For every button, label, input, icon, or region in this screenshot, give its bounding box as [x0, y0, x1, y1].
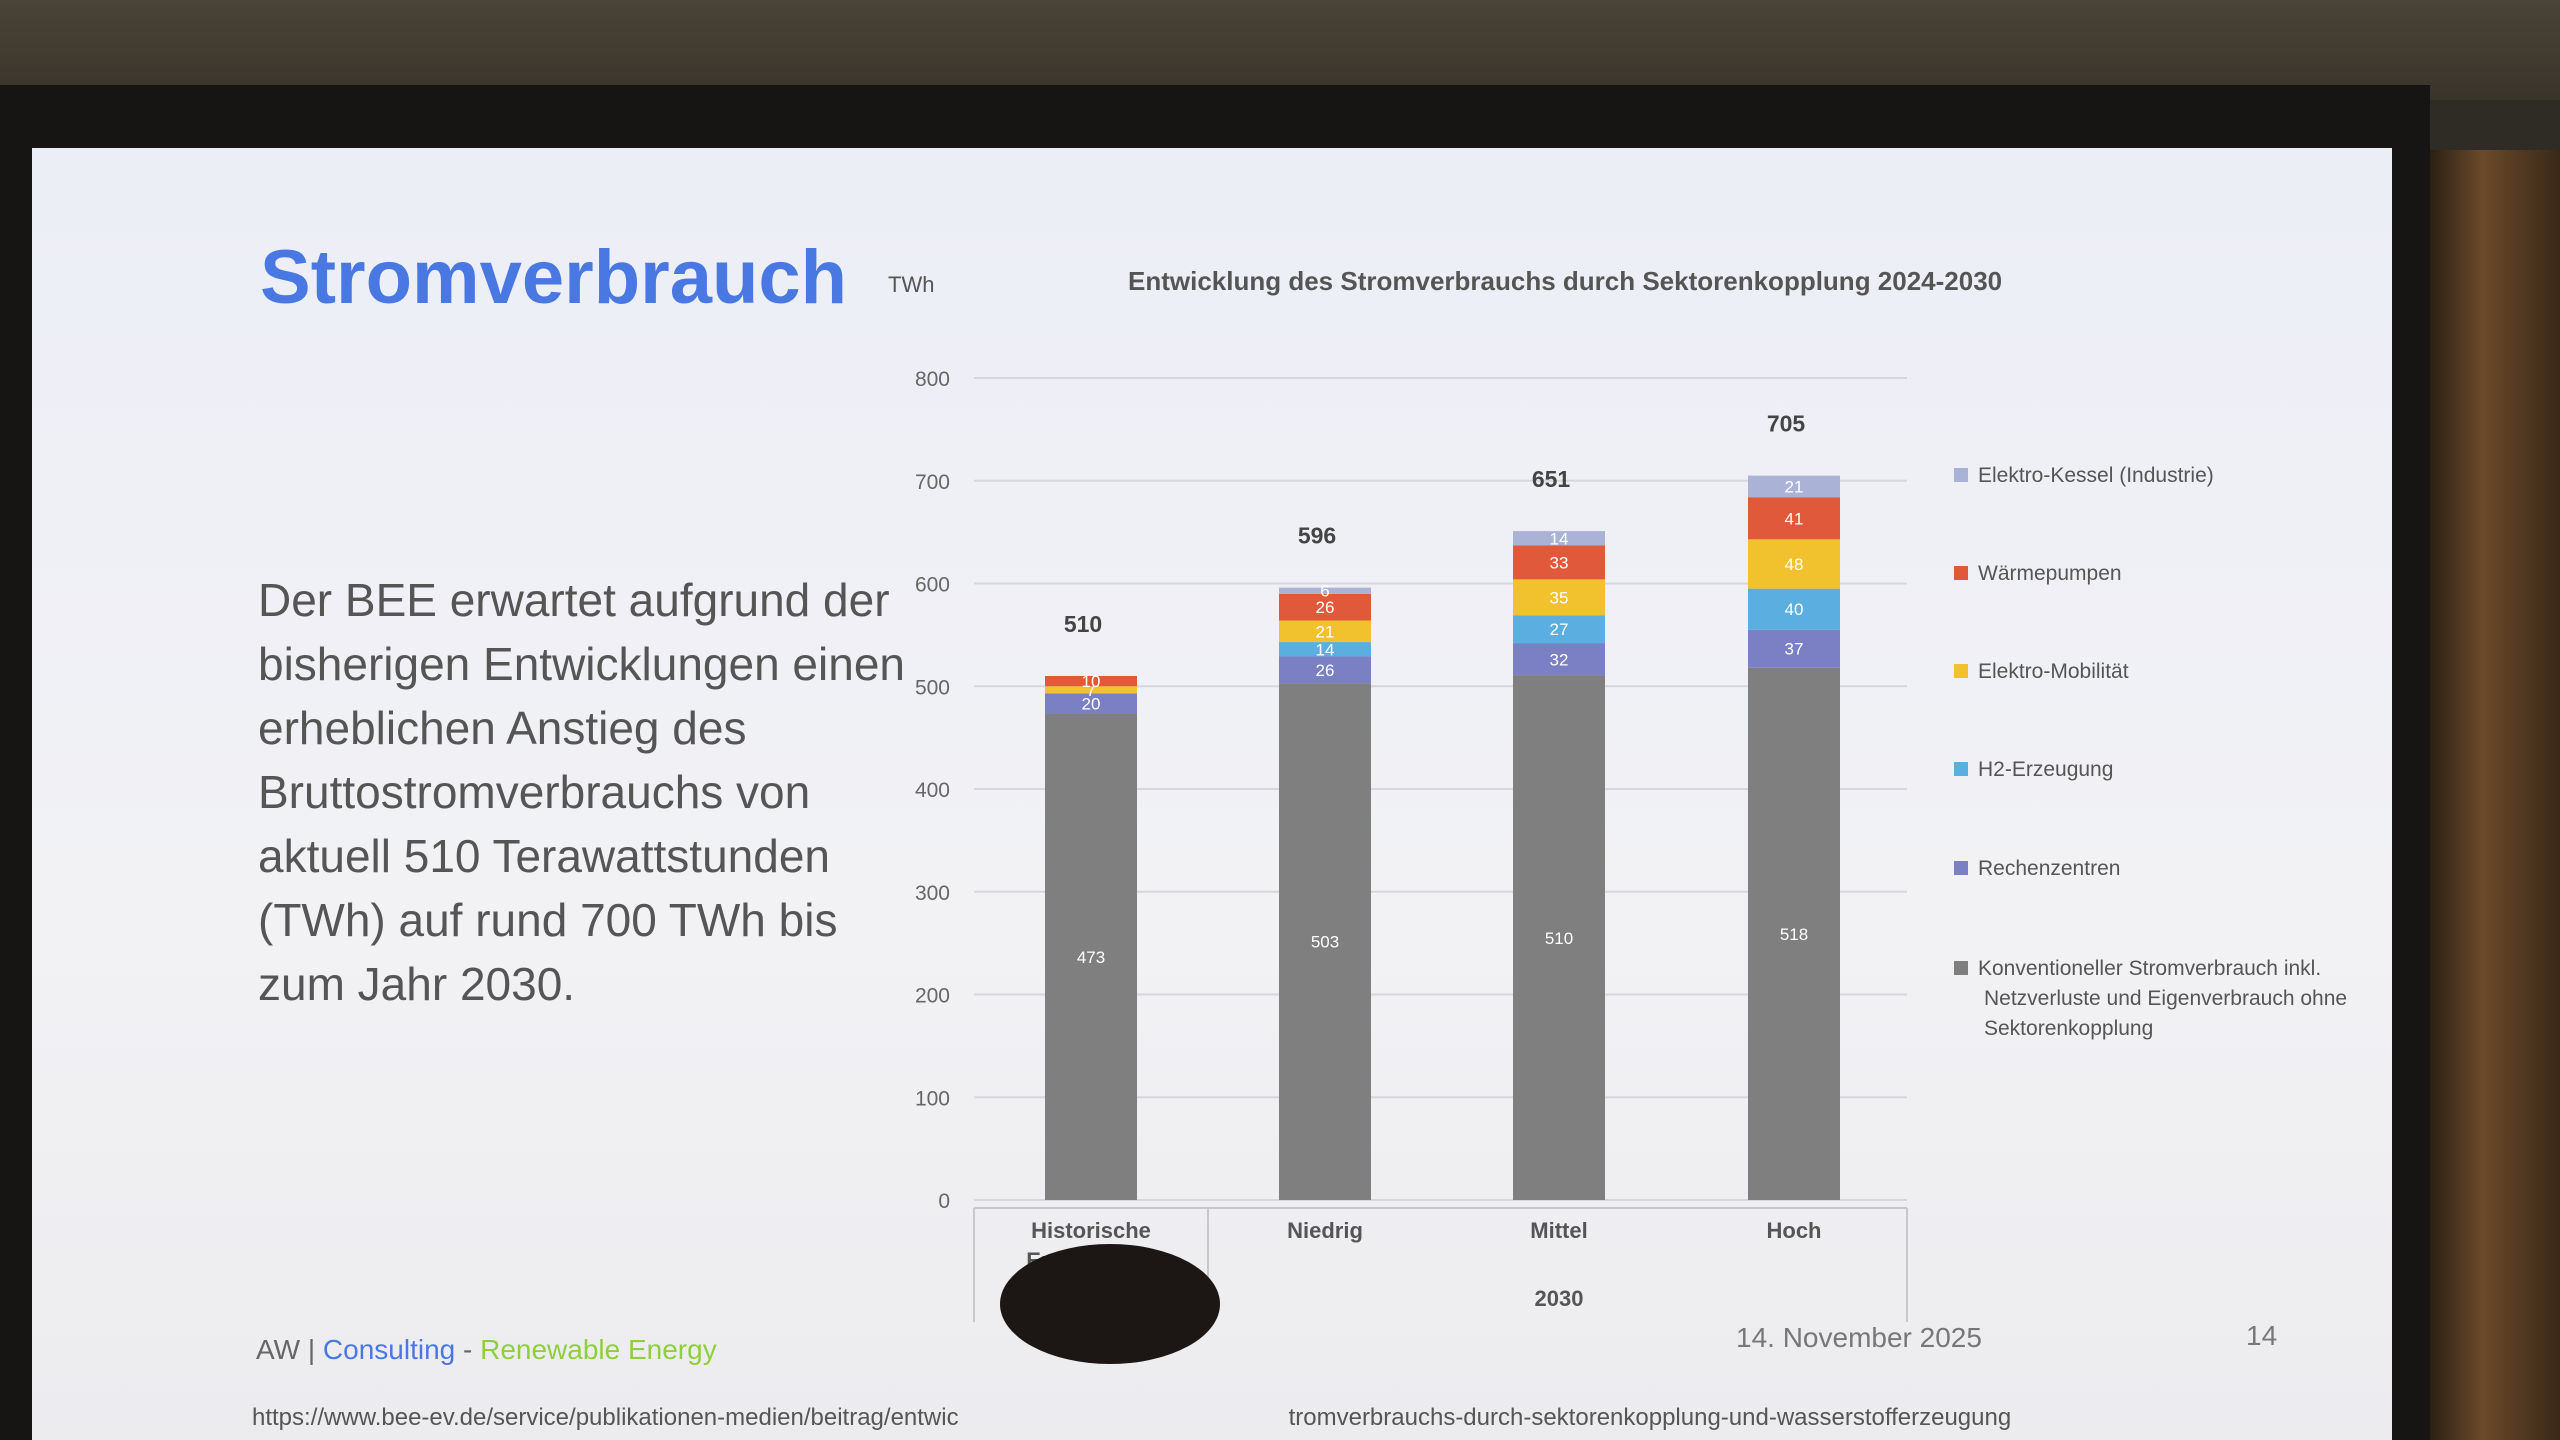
- segment-value-label: 7: [1086, 681, 1095, 700]
- bar-segment: [1748, 497, 1840, 540]
- legend-swatch: [1954, 961, 1968, 975]
- category-label: Niedrig: [1287, 1218, 1363, 1243]
- slide-body-text: Der BEE erwartet aufgrund der bisherigen…: [258, 574, 905, 1010]
- bar-segment: [1513, 579, 1605, 616]
- segment-value-label: 40: [1785, 600, 1804, 619]
- legend-label: Wärmepumpen: [1978, 562, 2122, 585]
- y-tick-label: 100: [915, 1087, 950, 1110]
- category-label: Mittel: [1530, 1218, 1587, 1243]
- footer-page-number: 14: [2246, 1320, 2278, 1351]
- room-wall: [0, 0, 2560, 100]
- chart-title: Entwicklung des Stromverbrauchs durch Se…: [1128, 266, 2003, 296]
- bar-segment: [1279, 620, 1371, 643]
- source-url: https://www.bee-ev.de/service/publikatio…: [252, 1404, 2011, 1432]
- y-tick-label: 700: [915, 471, 950, 494]
- bar-segment: [1045, 686, 1137, 694]
- legend-label: Konventioneller Stromverbrauch inkl.: [1978, 957, 2321, 980]
- presentation-slide: Stromverbrauch TWh Entwicklung des Strom…: [32, 148, 2392, 1440]
- bar-segment: [1513, 545, 1605, 580]
- segment-value-label: 10: [1082, 672, 1101, 691]
- segment-value-label: 6: [1320, 582, 1329, 601]
- bar-segment: [1045, 693, 1137, 714]
- legend-swatch: [1954, 468, 1968, 482]
- segment-value-label: 510: [1545, 929, 1573, 948]
- bar-segment: [1279, 642, 1371, 657]
- bar-segment: [1748, 667, 1840, 1200]
- bar-segment: [1279, 656, 1371, 684]
- bar-segment: [1513, 643, 1605, 676]
- bar-segment: [1279, 587, 1371, 594]
- bar-segment: [1513, 675, 1605, 1200]
- y-tick-label: 500: [915, 676, 950, 699]
- room-door: [2430, 150, 2560, 1440]
- bar-segment: [1748, 629, 1840, 668]
- y-tick-label: 0: [938, 1190, 950, 1213]
- source-url-end: tromverbrauchs-durch-sektorenkopplung-un…: [1288, 1404, 2012, 1431]
- bar-total-label: 705: [1767, 411, 1806, 437]
- bar-segment: [1045, 713, 1137, 1200]
- footer-brand-consulting: Consulting: [322, 1334, 456, 1365]
- category-label: Hoch: [1767, 1218, 1822, 1243]
- segment-value-label: 33: [1550, 553, 1569, 572]
- bar-segment: [1279, 683, 1371, 1200]
- segment-value-label: 26: [1316, 598, 1335, 617]
- group-label: 2030: [1535, 1286, 1584, 1311]
- legend-swatch: [1954, 566, 1968, 580]
- slide-title: Stromverbrauch: [260, 235, 848, 320]
- footer-brand: AW | Consulting - Renewable Energy: [256, 1334, 717, 1366]
- footer-brand-dash: -: [463, 1334, 473, 1365]
- bar-segment: [1279, 593, 1371, 621]
- segment-value-label: 21: [1785, 477, 1804, 496]
- bar-segment: [1513, 531, 1605, 546]
- y-tick-label: 300: [915, 882, 950, 905]
- segment-value-label: 27: [1550, 620, 1569, 639]
- legend-swatch: [1954, 861, 1968, 875]
- segment-value-label: 14: [1316, 640, 1335, 659]
- legend-label: H2-Erzeugung: [1978, 758, 2113, 781]
- segment-value-label: 32: [1550, 651, 1569, 670]
- legend-swatch: [1954, 664, 1968, 678]
- segment-value-label: 37: [1785, 640, 1804, 659]
- footer-date: 14. November 2025: [1736, 1322, 1982, 1353]
- segment-value-label: 21: [1316, 622, 1335, 641]
- segment-value-label: 35: [1550, 588, 1569, 607]
- chart-unit-label: TWh: [888, 272, 935, 297]
- segment-value-label: 14: [1550, 529, 1569, 548]
- legend-label: Netzverluste und Eigenverbrauch ohne: [1984, 987, 2347, 1010]
- bar-segment: [1045, 675, 1137, 687]
- segment-value-label: 48: [1785, 555, 1804, 574]
- legend-swatch: [1954, 762, 1968, 776]
- segment-value-label: 26: [1316, 661, 1335, 680]
- audience-head: [1000, 1244, 1220, 1364]
- segment-value-label: 518: [1780, 925, 1808, 944]
- segment-value-label: 20: [1082, 695, 1101, 714]
- segment-value-label: 41: [1785, 509, 1804, 528]
- bar-total-label: 596: [1298, 523, 1336, 549]
- category-label: Historische: [1031, 1218, 1151, 1243]
- legend-label: Elektro-Kessel (Industrie): [1978, 464, 2214, 487]
- segment-value-label: 503: [1311, 933, 1339, 952]
- legend-label: Rechenzentren: [1978, 857, 2120, 880]
- y-tick-label: 800: [915, 368, 950, 391]
- bar-segment: [1748, 475, 1840, 498]
- bar-segment: [1513, 615, 1605, 644]
- y-tick-label: 200: [915, 985, 950, 1008]
- bar-total-label: 510: [1064, 611, 1102, 637]
- y-tick-label: 400: [915, 779, 950, 802]
- bar-total-label: 651: [1532, 466, 1571, 492]
- footer-brand-renewable: Renewable Energy: [480, 1334, 717, 1365]
- y-tick-label: 600: [915, 574, 950, 597]
- bar-segment: [1748, 539, 1840, 589]
- segment-value-label: 473: [1077, 948, 1105, 967]
- bar-segment: [1748, 588, 1840, 630]
- legend-label: Sektorenkopplung: [1984, 1017, 2153, 1040]
- source-url-start: https://www.bee-ev.de/service/publikatio…: [252, 1404, 959, 1431]
- footer-brand-aw: AW |: [256, 1334, 316, 1365]
- legend-label: Elektro-Mobilität: [1978, 660, 2129, 683]
